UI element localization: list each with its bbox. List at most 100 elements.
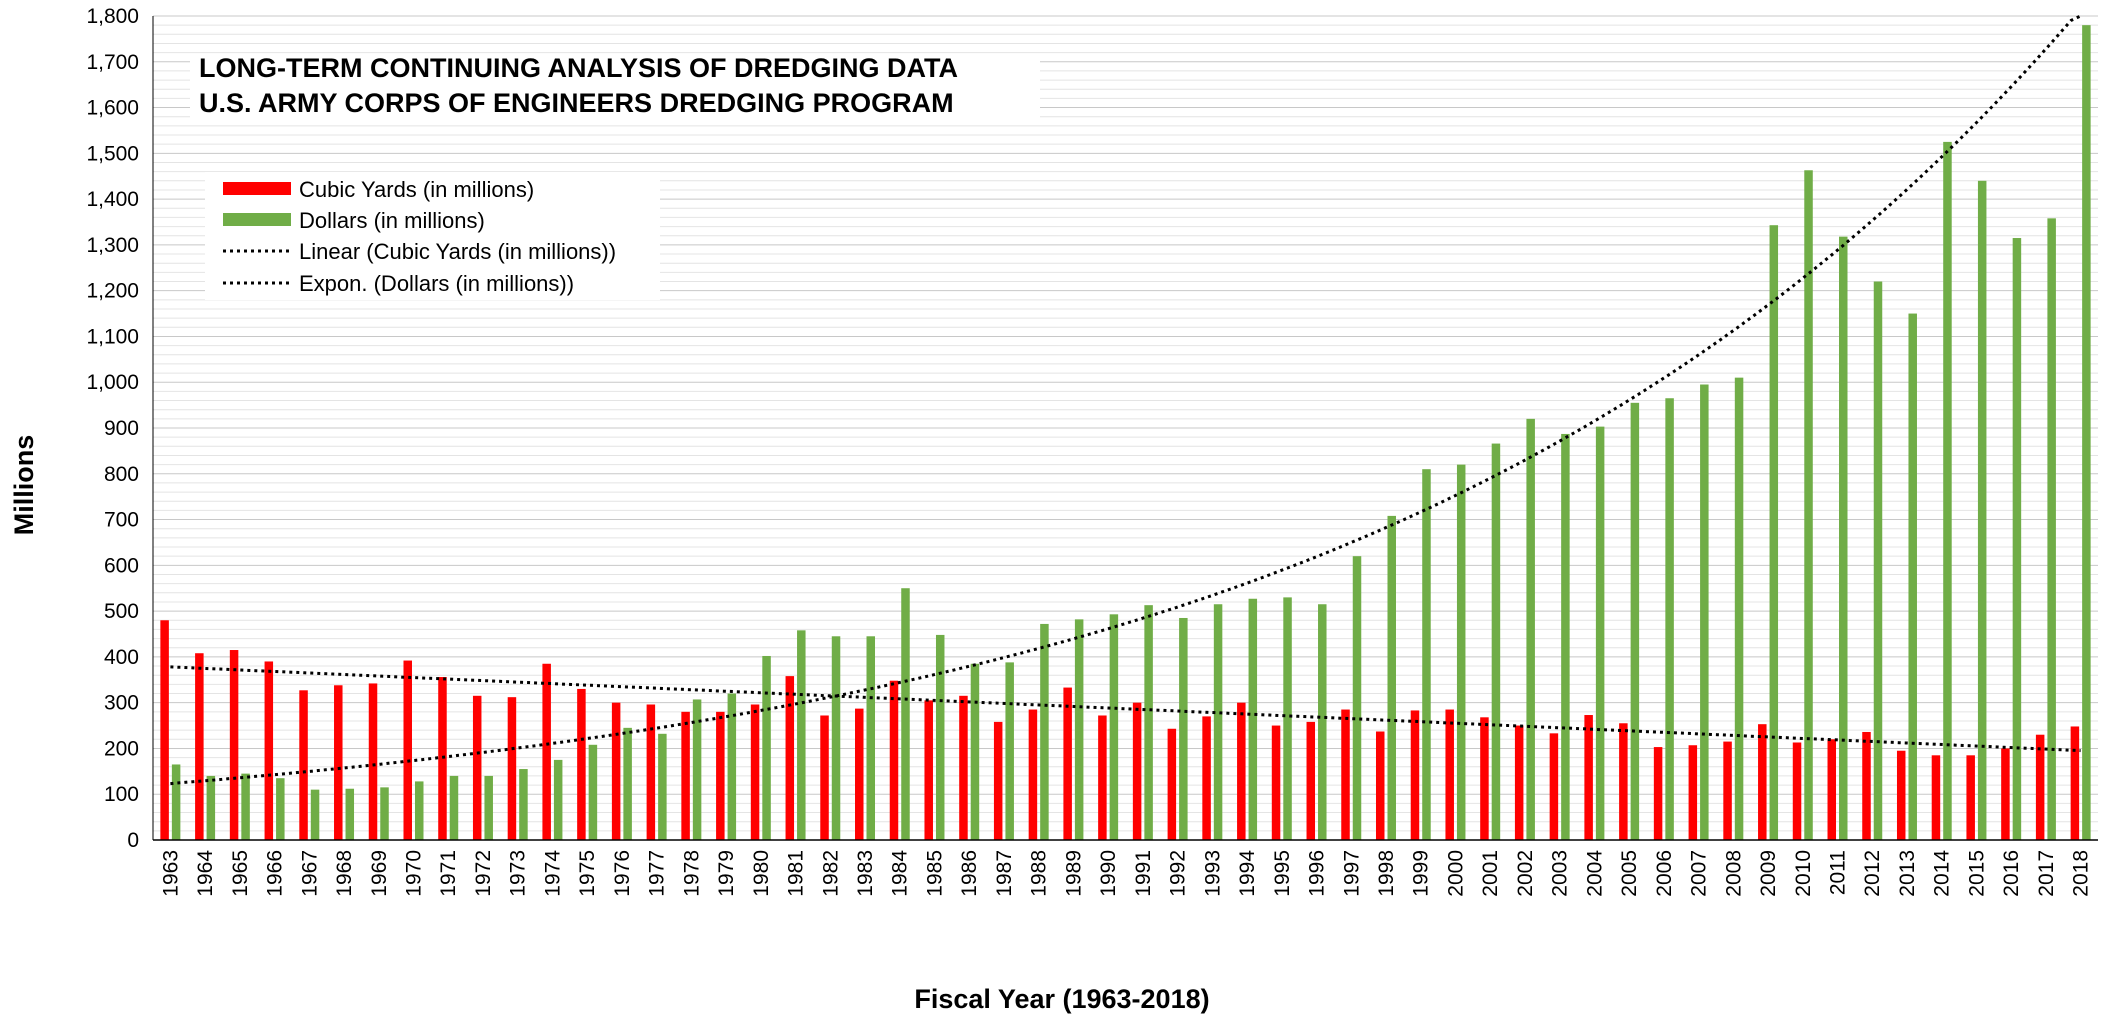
bar — [449, 775, 459, 840]
legend-swatch — [223, 213, 291, 226]
x-tick-label: 1997 — [1340, 850, 1363, 897]
bar — [1977, 180, 1987, 841]
bar — [2035, 734, 2045, 840]
x-tick-label: 1990 — [1097, 850, 1120, 897]
x-tick-label: 2004 — [1583, 850, 1606, 897]
x-tick-label: 1977 — [646, 850, 669, 897]
y-tick-label: 1,300 — [86, 234, 139, 257]
bar — [1688, 745, 1698, 840]
x-tick-label: 1998 — [1375, 850, 1398, 897]
bar — [1619, 723, 1628, 840]
bar — [1098, 715, 1107, 840]
bar — [334, 685, 343, 840]
bar — [403, 660, 412, 840]
bar — [1306, 721, 1316, 840]
bar — [1144, 605, 1153, 840]
x-tick-label: 1971 — [437, 850, 460, 897]
bar — [623, 727, 632, 840]
y-tick-label: 600 — [104, 554, 139, 577]
bar — [577, 688, 586, 840]
bar — [160, 620, 169, 840]
bar — [588, 744, 598, 840]
bar — [855, 708, 864, 840]
bar — [241, 773, 250, 840]
bar — [264, 661, 274, 840]
bar — [1445, 709, 1454, 840]
bar — [1167, 728, 1177, 840]
bar — [1237, 702, 1246, 840]
legend-label: Dollars (in millions) — [299, 208, 485, 233]
x-tick-label: 1978 — [680, 850, 703, 897]
bar — [646, 704, 656, 840]
x-tick-label: 1994 — [1236, 850, 1259, 897]
bar — [1873, 281, 1883, 840]
bars: 1963 1964 1965 1966 1967 1968 1969 1970 1971 1972… — [153, 25, 2098, 897]
x-tick-label: 2009 — [1757, 850, 1780, 897]
bar — [1352, 556, 1362, 840]
bar — [1514, 725, 1524, 840]
legend: Cubic Yards (in millions) Dollars (in mil… — [223, 177, 616, 296]
x-tick-label: 1996 — [1306, 850, 1329, 897]
y-tick-label: 1,400 — [86, 188, 139, 211]
bar — [553, 759, 563, 840]
x-tick-label: 1981 — [785, 850, 808, 897]
x-tick-label: 2011 — [1827, 850, 1850, 895]
bar — [1839, 236, 1848, 840]
x-tick-label: 2007 — [1688, 850, 1711, 897]
bar — [750, 704, 760, 840]
chart-title: LONG-TERM CONTINUING ANALYSIS OF DREDGIN… — [199, 53, 958, 83]
legend-swatch — [223, 182, 291, 195]
bar — [1931, 755, 1941, 840]
x-tick-label: 1984 — [889, 850, 912, 897]
bar — [1179, 617, 1188, 840]
bar — [1480, 717, 1489, 840]
bar — [484, 775, 493, 840]
x-tick-label: 2000 — [1444, 850, 1467, 897]
bar — [901, 588, 910, 840]
bar — [1862, 731, 1871, 840]
y-tick-label: 0 — [127, 829, 139, 852]
bar — [1549, 733, 1559, 840]
x-tick-label: 1995 — [1271, 850, 1294, 897]
bar — [820, 715, 829, 840]
x-tick-label: 1972 — [472, 850, 495, 897]
bar — [785, 676, 795, 840]
bar — [507, 697, 517, 840]
bar — [924, 700, 933, 840]
y-tick-label: 800 — [104, 463, 139, 486]
chart-title: U.S. ARMY CORPS OF ENGINEERS DREDGING PR… — [199, 88, 954, 118]
bar — [1943, 141, 1952, 840]
bar — [229, 650, 239, 840]
y-tick-label: 500 — [104, 600, 139, 623]
x-tick-label: 2008 — [1722, 850, 1745, 897]
bar — [959, 695, 968, 840]
x-tick-label: 2012 — [1861, 850, 1884, 897]
y-axis-label: Millions — [9, 435, 39, 536]
bar — [935, 634, 945, 840]
bar — [2001, 748, 2010, 840]
x-tick-label: 2002 — [1514, 850, 1537, 897]
bar — [1283, 597, 1292, 840]
bar — [1063, 687, 1072, 840]
x-tick-label: 1969 — [368, 850, 391, 897]
legend-label: Cubic Yards (in millions) — [299, 177, 534, 202]
bar — [171, 764, 181, 840]
bar — [2070, 726, 2080, 840]
bar — [1769, 225, 1779, 840]
y-tick-label: 300 — [104, 692, 139, 715]
x-tick-label: 1992 — [1167, 850, 1190, 897]
x-axis-label: Fiscal Year (1963-2018) — [914, 984, 1209, 1014]
bar — [1213, 604, 1223, 840]
trendline — [170, 665, 2081, 753]
bar — [1653, 747, 1663, 840]
bar — [542, 663, 551, 840]
bar — [472, 695, 482, 840]
bar — [993, 721, 1003, 840]
y-tick-label: 400 — [104, 646, 139, 669]
bar — [1074, 619, 1084, 840]
bar — [1561, 433, 1570, 840]
bar — [1202, 716, 1211, 840]
x-tick-label: 2014 — [1931, 850, 1954, 897]
x-tick-label: 1993 — [1201, 850, 1224, 897]
